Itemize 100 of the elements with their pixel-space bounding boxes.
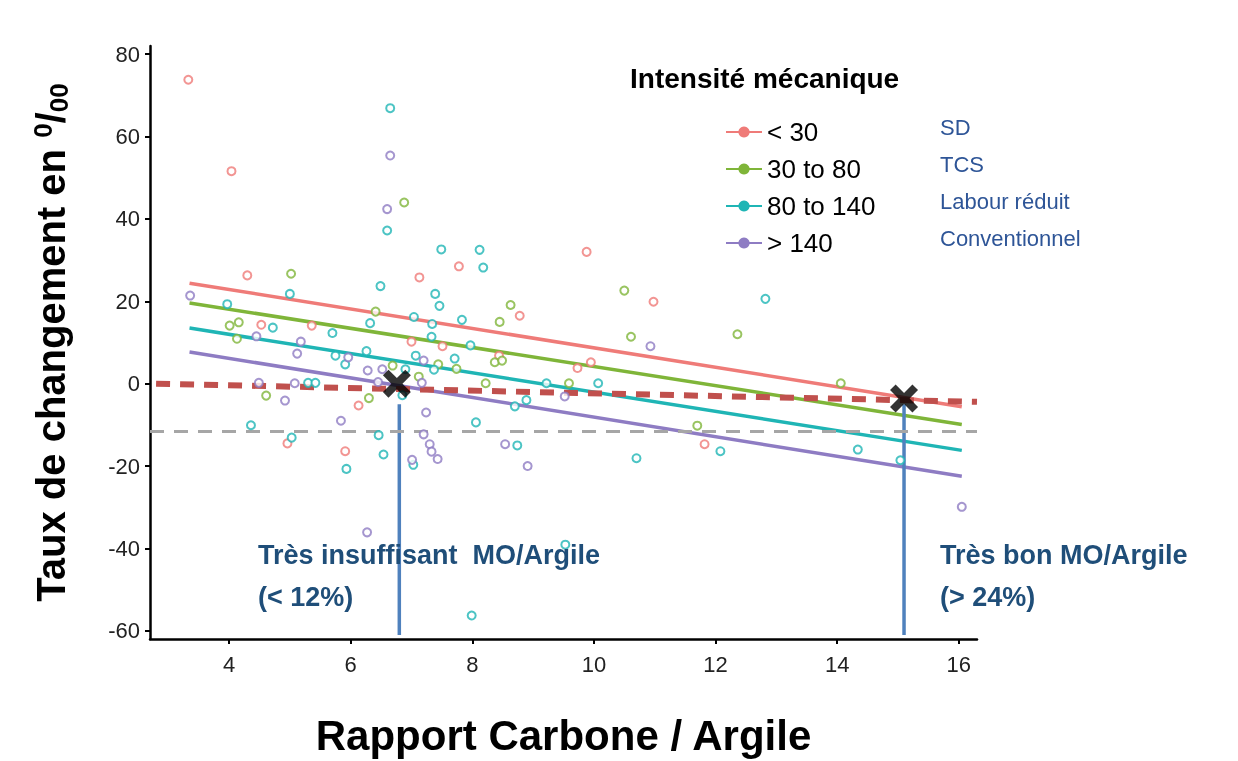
point <box>378 449 389 460</box>
point <box>732 329 743 340</box>
point <box>418 429 429 440</box>
point <box>362 527 373 538</box>
point <box>382 369 411 398</box>
point <box>222 299 233 310</box>
point <box>363 393 374 404</box>
x-tick-label: 16 <box>946 651 971 677</box>
point <box>593 378 604 389</box>
point <box>289 378 300 389</box>
point <box>428 364 439 375</box>
point <box>253 377 264 388</box>
point <box>631 453 642 464</box>
point <box>437 341 448 352</box>
point <box>306 320 317 331</box>
point <box>365 318 376 329</box>
point <box>231 333 242 344</box>
point <box>327 328 338 339</box>
point <box>465 340 476 351</box>
point <box>245 420 256 431</box>
y-tick-label: 40 <box>115 206 140 232</box>
y-tick-label: -60 <box>108 618 140 644</box>
point <box>292 348 303 359</box>
point <box>330 350 341 361</box>
point <box>619 285 630 296</box>
point <box>340 446 351 457</box>
point <box>572 363 583 374</box>
point <box>432 454 443 465</box>
point <box>585 357 596 368</box>
point <box>242 270 253 281</box>
point <box>335 415 346 426</box>
point <box>414 272 425 283</box>
point <box>453 261 464 272</box>
point <box>310 377 321 388</box>
point <box>280 395 290 406</box>
point <box>500 439 511 450</box>
point <box>852 444 863 455</box>
point <box>385 103 396 114</box>
legend-label: 30 to 80 <box>767 154 861 184</box>
point <box>399 197 410 208</box>
point <box>426 331 437 342</box>
point <box>478 262 489 273</box>
y-tick-label: 60 <box>115 124 140 150</box>
point <box>370 306 381 317</box>
x-tick-label: 4 <box>222 651 236 677</box>
point <box>451 363 462 374</box>
annotation: Très bon MO/Argile (> 24%) <box>940 540 1188 612</box>
x-tick-label: 12 <box>703 651 728 677</box>
legend-label: > 140 <box>767 228 833 258</box>
point <box>407 454 418 465</box>
point <box>385 150 396 161</box>
point <box>251 331 262 342</box>
point <box>421 407 432 418</box>
legend-label: 80 to 140 <box>767 191 876 221</box>
point <box>626 331 636 342</box>
point <box>382 204 393 215</box>
point <box>895 455 906 466</box>
y-axis-title: Taux de changement en 0/00 <box>28 83 74 602</box>
point <box>512 440 523 451</box>
point <box>434 300 445 311</box>
y-tick-label: -40 <box>108 535 140 561</box>
point <box>375 281 386 292</box>
point <box>541 378 552 389</box>
point <box>835 378 846 389</box>
point <box>340 359 351 370</box>
annotation: SD <box>940 114 971 140</box>
point <box>470 417 481 428</box>
point <box>410 350 421 361</box>
point <box>373 377 384 388</box>
point <box>183 74 194 85</box>
point <box>509 401 520 412</box>
point <box>514 310 525 321</box>
point <box>406 336 417 347</box>
point <box>521 395 532 406</box>
x-tick-label: 8 <box>466 651 479 677</box>
point <box>261 390 272 401</box>
point <box>353 400 364 411</box>
point <box>890 384 919 413</box>
point <box>692 420 703 431</box>
y-tick-label: 20 <box>115 288 140 314</box>
point <box>648 296 659 307</box>
y-tick-label: -20 <box>108 453 140 479</box>
point <box>341 463 352 474</box>
point <box>373 430 384 441</box>
point <box>362 365 373 376</box>
point <box>436 244 447 255</box>
point <box>505 300 516 311</box>
point <box>185 290 196 301</box>
point <box>430 288 441 299</box>
point <box>426 446 437 457</box>
point <box>408 311 419 322</box>
point <box>480 378 491 389</box>
point <box>427 318 438 329</box>
point <box>418 355 429 366</box>
annotation: Labour réduit <box>940 188 1070 214</box>
point <box>224 320 235 331</box>
point <box>456 314 467 325</box>
x-tick-label: 6 <box>344 651 357 677</box>
annotation: TCS <box>940 151 984 177</box>
point <box>256 319 267 330</box>
